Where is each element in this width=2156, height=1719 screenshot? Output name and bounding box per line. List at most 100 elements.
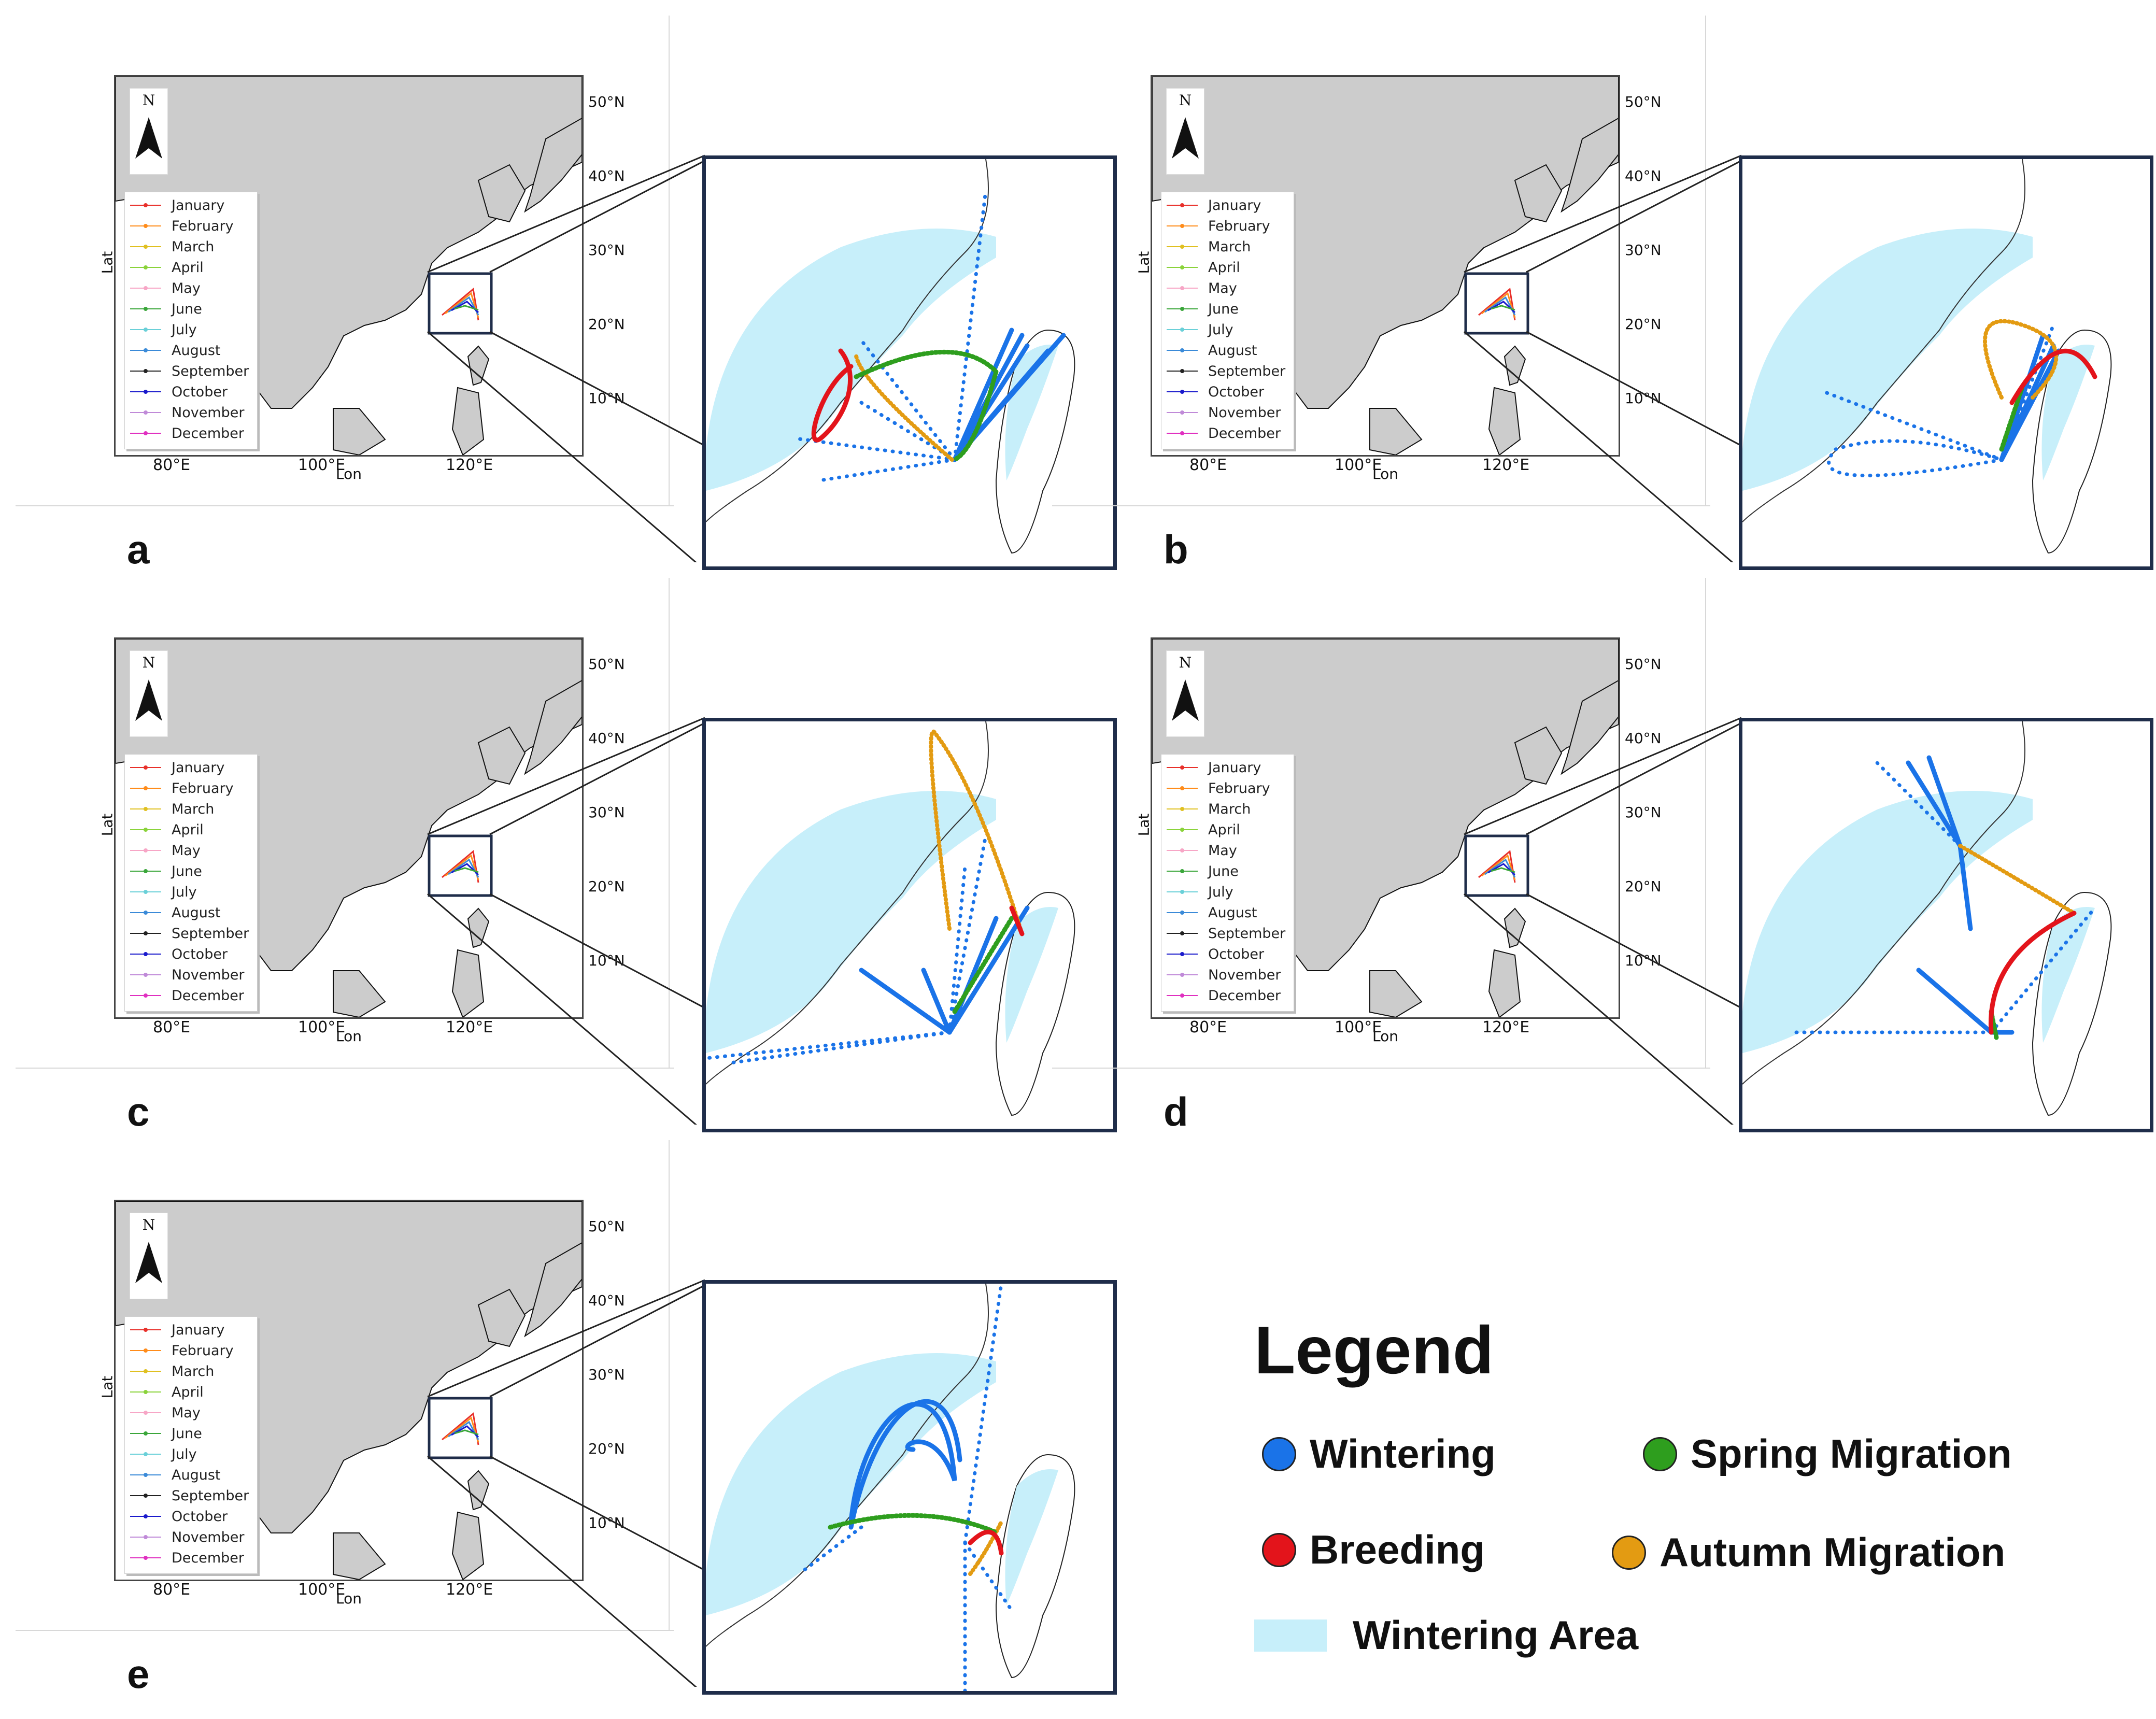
- month-legend-item: September: [130, 362, 249, 380]
- month-legend-item: August: [130, 342, 221, 359]
- month-line-swatch-icon: [130, 1494, 161, 1498]
- month-legend-item: January: [130, 1321, 224, 1339]
- autumn-migration-track: [1958, 844, 2076, 915]
- legend-autumn-migration: Autumn Migration: [1612, 1529, 2005, 1576]
- north-arrow-icon: [1172, 117, 1199, 159]
- month-legend-item: April: [130, 821, 204, 839]
- connector-line: [489, 722, 705, 835]
- month-line-swatch-icon: [130, 828, 161, 832]
- month-label: October: [1208, 946, 1265, 962]
- inset-map-svg: [706, 1284, 1075, 1691]
- month-label: January: [172, 197, 225, 214]
- connector-line: [1464, 154, 1742, 273]
- month-line-swatch-icon: [130, 786, 161, 790]
- lon-tick-label: 80°E: [153, 456, 191, 474]
- month-label: March: [172, 238, 215, 255]
- island: [1514, 164, 1563, 223]
- wintering-track: [952, 343, 1030, 462]
- month-line-swatch-icon: [130, 1328, 161, 1332]
- north-label: N: [142, 1216, 155, 1233]
- inset-map: [702, 155, 1117, 570]
- panel-letter: c: [127, 1089, 150, 1134]
- month-label: September: [172, 925, 249, 942]
- lat-tick-label: 50°N: [1625, 93, 1662, 110]
- lon-tick-label: 120°E: [446, 456, 493, 474]
- wintering-area: [2041, 345, 2095, 480]
- month-legend-item: July: [1167, 883, 1233, 901]
- month-line-swatch-icon: [130, 1369, 161, 1373]
- month-legend-item: September: [130, 1487, 249, 1504]
- month-label: June: [172, 863, 202, 879]
- month-legend-item: May: [130, 279, 201, 297]
- north-arrow-icon: [135, 679, 162, 721]
- month-line-swatch-icon: [1167, 390, 1198, 394]
- month-label: December: [172, 987, 245, 1004]
- month-line-swatch-icon: [130, 993, 161, 998]
- month-line-swatch-icon: [130, 307, 161, 311]
- month-legend-item: October: [130, 383, 228, 401]
- month-line-swatch-icon: [130, 807, 161, 811]
- wintering-track: [859, 968, 952, 1035]
- legend-autumn-label: Autumn Migration: [1659, 1529, 2006, 1575]
- lat-tick-label: 50°N: [1625, 656, 1662, 673]
- month-legend-item: September: [1167, 925, 1285, 942]
- month-line-swatch-icon: [130, 1452, 161, 1456]
- legend-area-label: Wintering Area: [1353, 1612, 1639, 1658]
- month-legend-item: April: [1167, 259, 1240, 276]
- lon-tick-label: 80°E: [153, 1018, 191, 1036]
- wintering-track: [963, 1284, 1003, 1545]
- month-label: December: [1208, 987, 1281, 1004]
- lat-tick-label: 30°N: [1625, 804, 1662, 821]
- month-legend: January February March April May June July Augu…: [124, 192, 258, 449]
- x-axis-label: Lon: [1372, 1028, 1398, 1045]
- island: [1503, 345, 1526, 386]
- month-label: August: [172, 904, 221, 921]
- month-label: December: [172, 425, 245, 442]
- wintering-area-swatch-icon: [1254, 1619, 1327, 1652]
- wintering-area: [706, 229, 996, 491]
- month-label: March: [1208, 238, 1251, 255]
- month-legend-item: August: [130, 904, 221, 921]
- month-label: October: [1208, 383, 1265, 400]
- month-legend-item: December: [130, 424, 244, 442]
- lon-tick-label: 80°E: [1189, 1018, 1227, 1036]
- month-line-swatch-icon: [1167, 828, 1198, 832]
- month-label: April: [172, 821, 204, 838]
- panel-letter: b: [1164, 527, 1188, 572]
- month-legend-item: November: [1167, 404, 1281, 421]
- wintering-track: [947, 864, 967, 1034]
- wintering-track: [1999, 348, 2061, 462]
- month-legend-item: August: [130, 1466, 221, 1484]
- connector-line: [1526, 160, 1742, 273]
- lat-tick-label: 20°N: [588, 878, 625, 895]
- legend-breeding-label: Breeding: [1310, 1527, 1485, 1572]
- month-legend-item: August: [1167, 904, 1257, 921]
- month-line-swatch-icon: [1167, 952, 1198, 956]
- zoom-connector: [427, 1279, 705, 1687]
- island: [477, 726, 526, 785]
- wintering-track: [947, 833, 988, 1034]
- lat-tick-label: 10°N: [588, 1514, 625, 1531]
- month-line-swatch-icon: [130, 869, 161, 873]
- legend-wintering: Wintering: [1262, 1430, 1496, 1478]
- month-line-swatch-icon: [130, 1556, 161, 1560]
- frame-line: [1705, 16, 1706, 505]
- north-arrow: N: [1166, 88, 1204, 175]
- month-line-swatch-icon: [130, 245, 161, 249]
- month-legend-item: October: [130, 1508, 228, 1525]
- month-legend-item: May: [1167, 842, 1237, 859]
- month-legend-item: July: [1167, 321, 1233, 338]
- month-label: February: [172, 780, 234, 797]
- month-legend-item: November: [130, 1528, 244, 1546]
- lat-tick-label: 50°N: [588, 1218, 625, 1235]
- month-line-swatch-icon: [1167, 973, 1198, 977]
- breeding-track: [968, 1529, 1004, 1556]
- month-label: September: [1208, 363, 1286, 379]
- lon-tick-label: 100°E: [1335, 456, 1382, 474]
- month-line-swatch-icon: [1167, 328, 1198, 332]
- month-label: May: [172, 842, 201, 859]
- month-label: November: [172, 967, 245, 983]
- zoom-connector: [427, 717, 705, 1125]
- study-area-box: [428, 1397, 493, 1459]
- month-legend-item: March: [1167, 800, 1251, 818]
